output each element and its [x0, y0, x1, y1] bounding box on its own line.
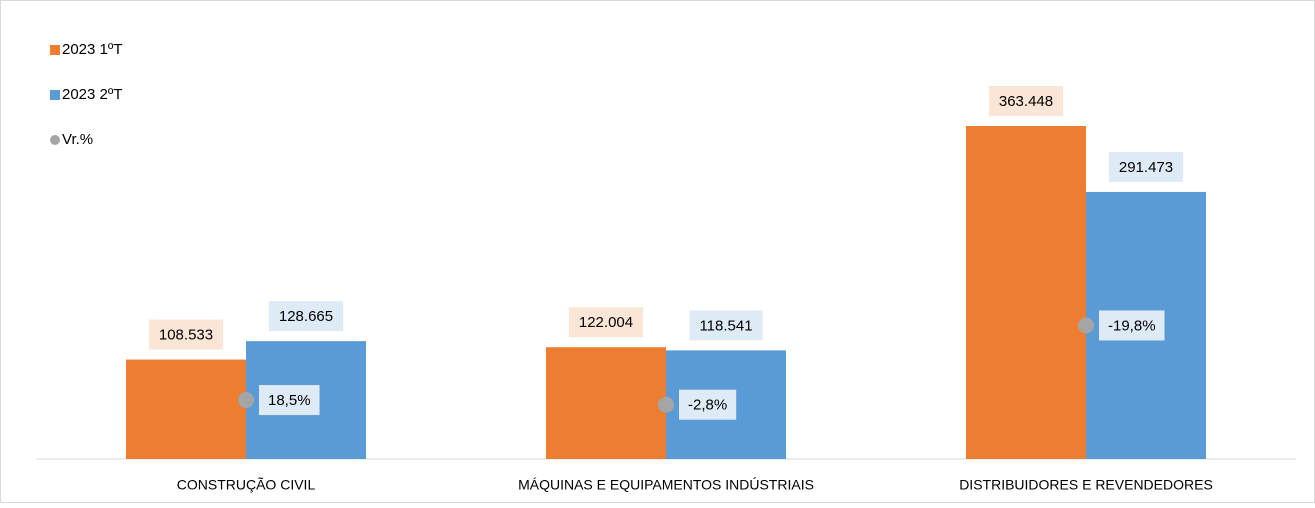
- data-label-box: [268, 301, 344, 332]
- dot: [238, 392, 254, 409]
- data-label-box: [1108, 151, 1184, 182]
- data-label-box: [988, 85, 1064, 116]
- data-label: -19,8%: [1108, 317, 1156, 334]
- data-label-box: [679, 389, 737, 420]
- legend-label: 2023 2ºT: [62, 86, 123, 103]
- bar: [966, 125, 1086, 459]
- x-tick-label: DISTRIBUIDORES E REVENDEDORES: [959, 477, 1213, 493]
- legend-label: Vr.%: [62, 131, 93, 148]
- legend-marker: [50, 45, 60, 55]
- data-label: 291.473: [1119, 159, 1173, 176]
- dot: [1078, 317, 1094, 334]
- legend-marker: [50, 90, 60, 100]
- data-label-box: [259, 385, 320, 416]
- dot: [658, 396, 674, 413]
- data-label: -2,8%: [688, 397, 727, 414]
- bar: [126, 359, 246, 459]
- legend-label: 2023 1ºT: [62, 41, 123, 58]
- data-label: 118.541: [699, 317, 752, 334]
- data-label: 128.665: [279, 308, 333, 325]
- bar: [546, 347, 666, 459]
- data-label-box: [689, 310, 763, 341]
- x-tick-label: CONSTRUÇÃO CIVIL: [177, 477, 316, 493]
- data-label: 363.448: [999, 93, 1053, 110]
- legend-marker: [50, 135, 60, 145]
- data-label-box: [1099, 310, 1165, 341]
- data-label: 18,5%: [268, 392, 311, 409]
- data-label: 122.004: [579, 314, 633, 331]
- x-tick-label: MÁQUINAS E EQUIPAMENTOS INDÚSTRIAIS: [518, 477, 814, 493]
- data-label: 108.533: [159, 327, 213, 344]
- data-label-box: [148, 319, 224, 350]
- data-label-box: [568, 307, 644, 338]
